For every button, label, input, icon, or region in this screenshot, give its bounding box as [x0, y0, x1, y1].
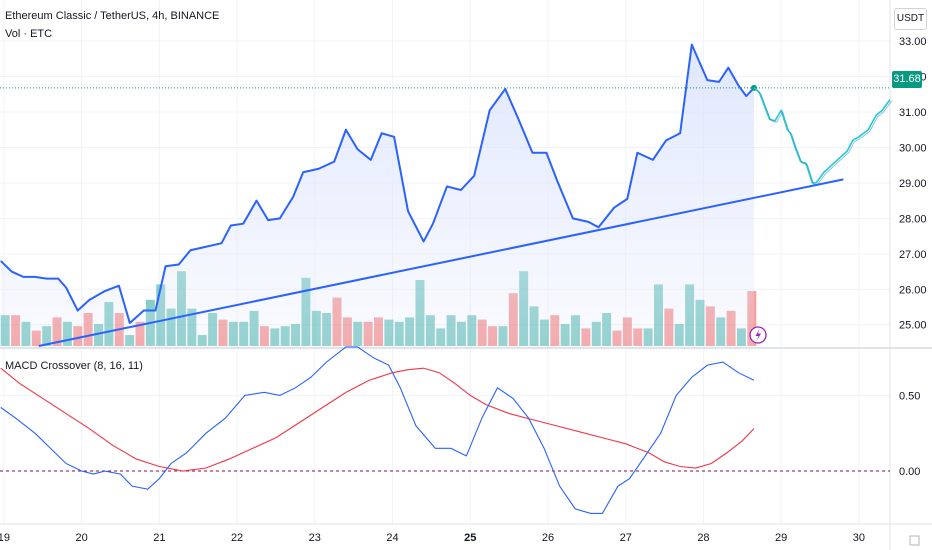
time-tick-label: 21 [153, 532, 165, 544]
price-tick-label: 30.00 [899, 142, 927, 154]
currency-button[interactable]: USDT [894, 8, 927, 30]
time-tick-label: 26 [542, 532, 554, 544]
time-tick-label: 22 [231, 532, 243, 544]
macd-tick-label: 0.00 [899, 466, 920, 478]
current-price-tag: 31.68 [892, 71, 922, 88]
price-tick-label: 25.00 [899, 320, 927, 332]
projection-path [753, 87, 891, 184]
time-tick-label: 23 [309, 532, 321, 544]
price-tick-label: 29.00 [899, 178, 927, 190]
settings-corner-icon [909, 535, 920, 546]
price-line [0, 43, 755, 324]
macd-line [0, 346, 755, 514]
price-tick-label: 33.00 [899, 36, 927, 48]
axes: 25.0026.0027.0028.0029.0030.0031.0032.00… [0, 36, 927, 546]
projection-shadow [755, 89, 892, 185]
time-tick-label: 27 [620, 532, 632, 544]
price-pane [0, 43, 892, 347]
time-tick-label: 28 [697, 532, 709, 544]
price-tick-label: 28.00 [899, 213, 927, 225]
volume-label[interactable]: Vol · ETC [5, 28, 53, 40]
time-tick-label: 30 [853, 532, 865, 544]
flash-icon [749, 326, 767, 344]
macd-pane [0, 346, 890, 514]
price-tick-label: 31.00 [899, 107, 927, 119]
time-tick-label: 19 [0, 532, 10, 544]
time-tick-label: 20 [75, 532, 87, 544]
price-tick-label: 26.00 [899, 284, 927, 296]
macd-tick-label: 0.50 [899, 390, 920, 402]
time-tick-label: 24 [386, 532, 398, 544]
macd-label[interactable]: MACD Crossover (8, 16, 11) [5, 360, 143, 372]
time-tick-label: 29 [775, 532, 787, 544]
symbol-title[interactable]: Ethereum Classic / TetherUS, 4h, BINANCE [5, 10, 220, 22]
trendline [38, 178, 844, 347]
time-tick-label: 25 [464, 532, 476, 544]
price-tick-label: 27.00 [899, 249, 927, 261]
signal-line [0, 367, 755, 472]
price-area [0, 44, 754, 347]
